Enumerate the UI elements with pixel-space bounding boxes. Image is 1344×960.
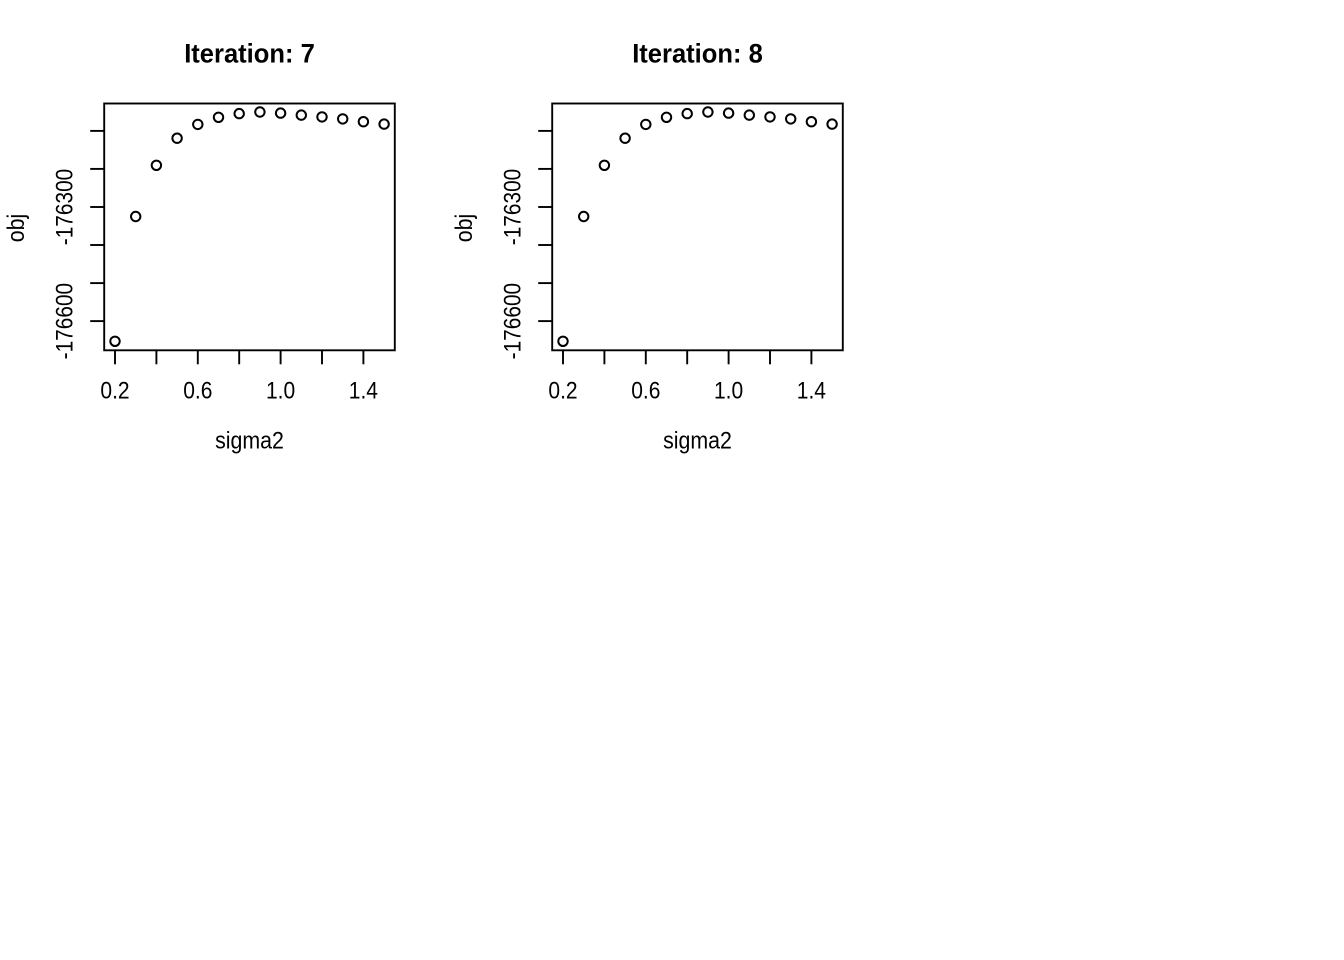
svg-text:-176600: -176600 [52,283,79,360]
svg-text:-176300: -176300 [52,169,79,246]
svg-text:-176600: -176600 [500,283,527,360]
svg-text:0.6: 0.6 [631,377,660,404]
svg-text:0.6: 0.6 [183,377,212,404]
svg-text:Iteration: 8: Iteration: 8 [632,39,763,69]
svg-text:1.4: 1.4 [797,377,826,404]
svg-text:sigma2: sigma2 [663,428,732,455]
svg-text:obj: obj [3,214,30,243]
svg-text:0.2: 0.2 [548,377,577,404]
svg-text:1.0: 1.0 [266,377,295,404]
svg-text:0.2: 0.2 [100,377,129,404]
svg-text:sigma2: sigma2 [215,428,284,455]
svg-text:-176300: -176300 [500,169,527,246]
svg-text:Iteration: 7: Iteration: 7 [184,39,315,69]
svg-text:obj: obj [451,214,478,243]
svg-text:1.4: 1.4 [349,377,378,404]
svg-text:1.0: 1.0 [714,377,743,404]
